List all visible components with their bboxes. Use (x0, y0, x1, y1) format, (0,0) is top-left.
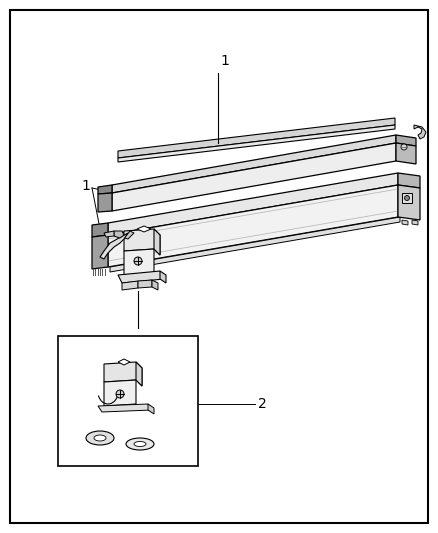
Text: 1: 1 (220, 54, 229, 68)
Polygon shape (124, 231, 134, 239)
Ellipse shape (126, 438, 154, 450)
Circle shape (401, 144, 407, 150)
Polygon shape (104, 380, 136, 406)
Polygon shape (396, 143, 416, 164)
Polygon shape (412, 220, 418, 225)
Polygon shape (398, 185, 420, 220)
Polygon shape (118, 359, 130, 365)
Circle shape (405, 196, 410, 200)
Polygon shape (118, 125, 395, 162)
Bar (58, 336, 198, 466)
Ellipse shape (94, 435, 106, 441)
Polygon shape (398, 173, 420, 188)
Circle shape (116, 390, 124, 398)
Polygon shape (104, 231, 114, 237)
Polygon shape (154, 229, 160, 255)
Polygon shape (98, 193, 112, 212)
Bar (402, 193, 412, 203)
Polygon shape (402, 220, 408, 225)
Polygon shape (136, 362, 142, 386)
Polygon shape (138, 280, 152, 288)
Text: 1: 1 (81, 179, 90, 193)
Polygon shape (98, 404, 152, 412)
Polygon shape (98, 185, 112, 194)
Polygon shape (108, 185, 398, 267)
Polygon shape (122, 281, 138, 290)
Polygon shape (124, 249, 154, 275)
Polygon shape (414, 125, 426, 139)
Polygon shape (152, 280, 158, 290)
Polygon shape (104, 362, 142, 386)
Polygon shape (110, 217, 400, 272)
Polygon shape (92, 235, 108, 269)
Polygon shape (148, 404, 154, 414)
Polygon shape (118, 271, 164, 283)
Polygon shape (396, 135, 416, 146)
Polygon shape (112, 135, 396, 193)
Polygon shape (100, 233, 128, 259)
Polygon shape (137, 226, 151, 232)
Circle shape (134, 257, 142, 265)
Polygon shape (92, 223, 108, 237)
Polygon shape (108, 173, 398, 235)
Polygon shape (114, 231, 124, 238)
Polygon shape (160, 271, 166, 283)
Ellipse shape (86, 431, 114, 445)
Ellipse shape (134, 441, 146, 447)
Polygon shape (124, 229, 160, 255)
Polygon shape (112, 143, 396, 211)
Text: 2: 2 (258, 397, 267, 411)
Polygon shape (118, 118, 395, 158)
